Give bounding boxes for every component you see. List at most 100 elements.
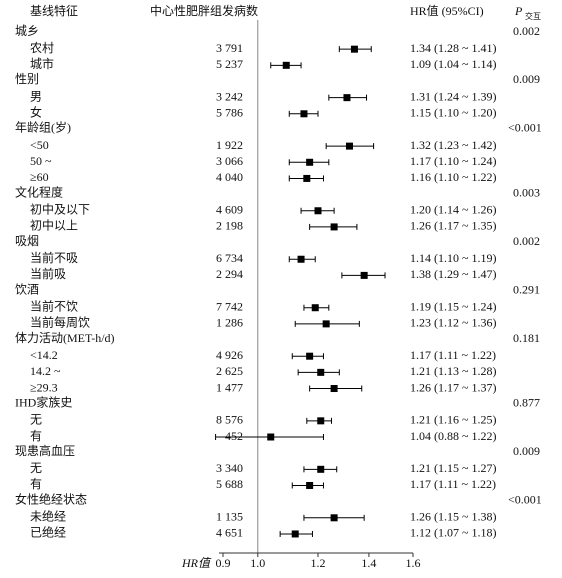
cases: 5 786 bbox=[216, 106, 243, 120]
hr-point bbox=[282, 61, 290, 69]
hr-point bbox=[322, 320, 330, 328]
subgroup-label: 初中及以下 bbox=[30, 202, 90, 217]
group-label: 年龄组(岁) bbox=[15, 120, 71, 135]
hr-point bbox=[297, 255, 305, 263]
cases: 4 609 bbox=[216, 203, 243, 217]
hr-point bbox=[303, 174, 311, 182]
cases: 5 237 bbox=[216, 57, 243, 71]
hr-point bbox=[343, 94, 351, 102]
hr-ci: 1.09 (1.04 ~ 1.14) bbox=[410, 57, 496, 71]
hr-ci: 1.12 (1.07 ~ 1.18) bbox=[410, 526, 496, 540]
hr-ci: 1.15 (1.10 ~ 1.20) bbox=[410, 106, 496, 120]
cases: 2 625 bbox=[216, 364, 243, 378]
hr-point bbox=[306, 158, 314, 166]
subgroup-label: 有 bbox=[30, 429, 42, 443]
cases: 3 242 bbox=[216, 89, 243, 103]
subgroup-label: 无 bbox=[30, 413, 42, 427]
hr-ci: 1.19 (1.15 ~ 1.24) bbox=[410, 299, 496, 313]
hr-ci: 1.04 (0.88 ~ 1.22) bbox=[410, 429, 496, 443]
hr-point bbox=[314, 207, 322, 215]
subgroup-label: 当前不饮 bbox=[30, 298, 78, 313]
header-p-sub: 交互 bbox=[525, 11, 541, 21]
subgroup-label: 男 bbox=[30, 89, 42, 103]
header-hr: HR值 (95%CI) bbox=[410, 3, 484, 18]
hr-point bbox=[291, 530, 299, 538]
hr-point bbox=[330, 385, 338, 393]
header-p: P bbox=[514, 4, 523, 18]
hr-ci: 1.16 (1.10 ~ 1.22) bbox=[410, 170, 496, 184]
hr-ci: 1.32 (1.23 ~ 1.42) bbox=[410, 138, 496, 152]
subgroup-label: <50 bbox=[30, 138, 49, 152]
subgroup-label: 当前每周饮 bbox=[30, 315, 90, 330]
header-variable: 基线特征 bbox=[30, 3, 78, 18]
hr-ci: 1.21 (1.16 ~ 1.25) bbox=[410, 413, 496, 427]
hr-point bbox=[330, 223, 338, 231]
hr-point bbox=[306, 481, 314, 489]
p-value: 0.009 bbox=[513, 444, 540, 458]
x-tick-label: 0.9 bbox=[216, 556, 231, 570]
cases: 1 922 bbox=[216, 138, 243, 152]
subgroup-label: 初中以上 bbox=[30, 218, 78, 233]
hr-point bbox=[350, 45, 358, 53]
hr-ci: 1.21 (1.13 ~ 1.28) bbox=[410, 364, 496, 378]
p-value: <0.001 bbox=[508, 492, 542, 506]
subgroup-label: ≥29.3 bbox=[30, 380, 58, 394]
hr-ci: 1.38 (1.29 ~ 1.47) bbox=[410, 267, 496, 281]
subgroup-label: 50 ~ bbox=[30, 154, 52, 168]
cases: 452 bbox=[225, 429, 243, 443]
cases: 6 734 bbox=[216, 251, 243, 265]
cases: 3 066 bbox=[216, 154, 243, 168]
p-value: 0.181 bbox=[513, 331, 540, 345]
x-axis-label: HR值 bbox=[181, 556, 212, 570]
subgroup-label: 当前不吸 bbox=[30, 250, 78, 265]
subgroup-label: 已绝经 bbox=[30, 525, 66, 540]
subgroup-label: <14.2 bbox=[30, 348, 58, 362]
hr-ci: 1.17 (1.11 ~ 1.22) bbox=[410, 348, 496, 362]
hr-point bbox=[306, 352, 314, 360]
subgroup-label: ≥60 bbox=[30, 170, 49, 184]
hr-point bbox=[360, 271, 368, 279]
hr-ci: 1.21 (1.15 ~ 1.27) bbox=[410, 461, 496, 475]
group-label: 性别 bbox=[15, 72, 39, 86]
subgroup-label: 女 bbox=[30, 105, 42, 120]
hr-point bbox=[267, 433, 275, 441]
hr-ci: 1.34 (1.28 ~ 1.41) bbox=[410, 41, 496, 55]
group-label: 体力活动(MET-h/d) bbox=[15, 331, 115, 345]
group-label: 文化程度 bbox=[15, 184, 63, 199]
p-value: 0.002 bbox=[513, 24, 540, 38]
cases: 5 688 bbox=[216, 477, 243, 491]
hr-ci: 1.17 (1.11 ~ 1.22) bbox=[410, 477, 496, 491]
cases: 4 926 bbox=[216, 348, 243, 362]
cases: 1 135 bbox=[216, 510, 243, 524]
x-tick-label: 1.4 bbox=[361, 556, 376, 570]
x-tick-label: 1.2 bbox=[311, 556, 326, 570]
x-tick-label: 1.0 bbox=[250, 556, 265, 570]
p-value: 0.877 bbox=[513, 395, 540, 409]
cases: 3 791 bbox=[216, 41, 243, 55]
subgroup-label: 14.2 ~ bbox=[30, 364, 61, 378]
hr-point bbox=[317, 368, 325, 376]
hr-point bbox=[317, 417, 325, 425]
hr-point bbox=[317, 465, 325, 473]
cases: 4 040 bbox=[216, 170, 243, 184]
p-value: 0.009 bbox=[513, 72, 540, 86]
p-value: 0.003 bbox=[513, 185, 540, 199]
group-label: 城乡 bbox=[15, 24, 39, 38]
hr-ci: 1.31 (1.24 ~ 1.39) bbox=[410, 89, 496, 103]
hr-ci: 1.26 (1.17 ~ 1.37) bbox=[410, 380, 496, 394]
subgroup-label: 农村 bbox=[30, 41, 54, 55]
group-label: IHD家族史 bbox=[15, 394, 72, 409]
group-label: 饮酒 bbox=[15, 282, 39, 296]
hr-point bbox=[345, 142, 353, 150]
subgroup-label: 当前吸 bbox=[30, 266, 66, 281]
hr-point bbox=[300, 110, 308, 118]
header-cases: 中心性肥胖组发病数 bbox=[150, 3, 258, 18]
cases: 1 477 bbox=[216, 380, 243, 394]
hr-ci: 1.20 (1.14 ~ 1.26) bbox=[410, 203, 496, 217]
hr-ci: 1.26 (1.15 ~ 1.38) bbox=[410, 510, 496, 524]
cases: 4 651 bbox=[216, 526, 243, 540]
cases: 3 340 bbox=[216, 461, 243, 475]
group-label: 现患高血压 bbox=[15, 443, 75, 458]
group-label: 吸烟 bbox=[15, 234, 39, 248]
